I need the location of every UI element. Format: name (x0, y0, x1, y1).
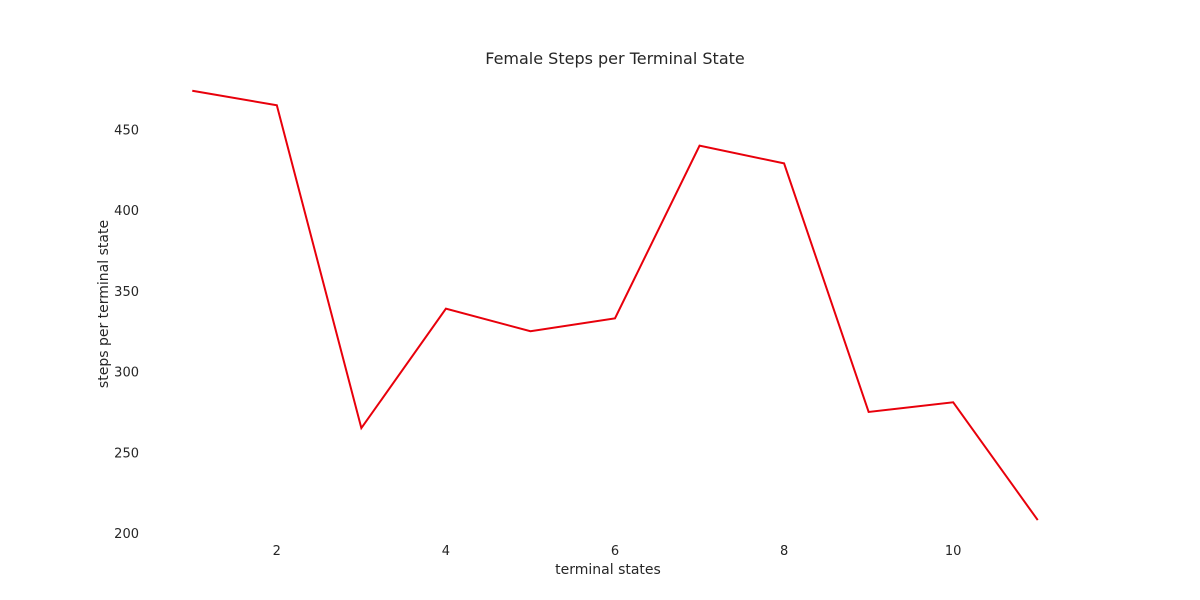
x-axis-ticks: 2 4 6 8 10 (273, 544, 962, 559)
y-tick-label: 400 (114, 204, 139, 219)
y-axis-ticks: 200 250 300 350 400 450 (114, 123, 139, 542)
series-line (192, 89, 1039, 521)
y-tick-label: 350 (114, 285, 139, 300)
chart-title: Female Steps per Terminal State (485, 49, 745, 68)
x-tick-label: 4 (442, 544, 450, 559)
x-tick-label: 8 (780, 544, 788, 559)
x-axis-label: terminal states (555, 562, 661, 578)
series-layer (192, 89, 1039, 521)
y-tick-label: 450 (114, 123, 139, 138)
x-tick-label: 6 (611, 544, 619, 559)
x-tick-label: 10 (945, 544, 962, 559)
y-tick-label: 250 (114, 446, 139, 461)
x-tick-label: 2 (273, 544, 281, 559)
y-tick-label: 200 (114, 527, 139, 542)
y-axis-label: steps per terminal state (96, 220, 112, 388)
y-tick-label: 300 (114, 366, 139, 381)
